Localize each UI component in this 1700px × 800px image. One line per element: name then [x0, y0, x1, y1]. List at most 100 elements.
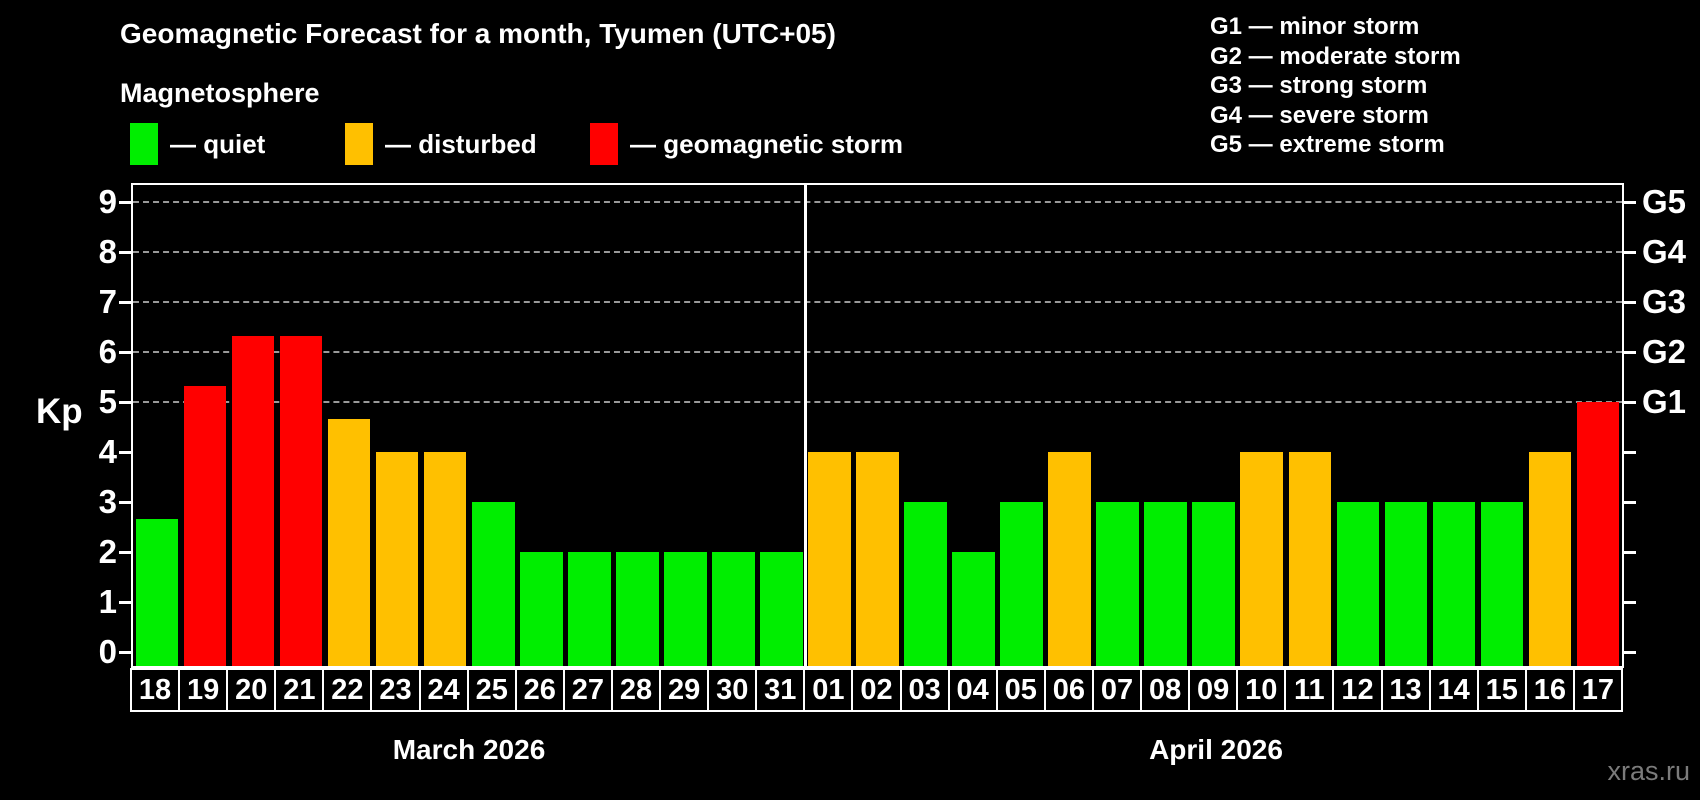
month-label-april: April 2026	[1149, 734, 1283, 765]
quiet-color-swatch	[130, 123, 158, 165]
bar-day-01	[808, 452, 851, 666]
right-tick-kp5	[1624, 401, 1636, 404]
day-label-23: 23	[370, 668, 421, 712]
y-tick-label-4: 4	[98, 433, 117, 470]
left-tick-kp4	[119, 451, 131, 454]
bar-day-18	[135, 518, 179, 666]
storm-scale-g5: G5 — extreme storm	[1210, 131, 1445, 158]
bar-day-03	[904, 502, 947, 666]
plot-area	[131, 183, 1624, 668]
bar-day-16	[1528, 452, 1572, 666]
legend-label-quiet: — quiet	[170, 128, 266, 159]
day-label-06: 06	[1043, 668, 1094, 712]
bar-day-13	[1384, 502, 1428, 666]
day-label-07: 07	[1091, 668, 1143, 712]
watermark: xras.ru	[1607, 756, 1690, 786]
right-axis-label-g5: G5	[1642, 183, 1687, 220]
storm-scale-g3: G3 — strong storm	[1210, 72, 1428, 99]
y-tick-label-0: 0	[98, 633, 117, 670]
day-label-04: 04	[947, 668, 998, 712]
day-label-22: 22	[322, 668, 373, 712]
day-label-11: 11	[1284, 668, 1335, 712]
legend-label-disturbed: — disturbed	[385, 128, 537, 159]
gridline-kp7	[133, 301, 1622, 303]
day-label-25: 25	[466, 668, 517, 712]
left-tick-kp1	[119, 601, 131, 604]
left-tick-kp0	[119, 651, 131, 654]
day-label-15: 15	[1476, 668, 1527, 712]
bar-day-17	[1576, 402, 1620, 666]
right-tick-kp1	[1624, 601, 1636, 604]
bar-day-10	[1240, 452, 1284, 666]
day-label-29: 29	[659, 668, 710, 712]
day-label-19: 19	[178, 668, 229, 712]
left-tick-kp7	[119, 301, 131, 304]
legend-item-quiet: — quiet	[130, 122, 265, 166]
bar-day-12	[1336, 502, 1380, 666]
legend-item-disturbed: — disturbed	[345, 122, 537, 166]
bar-day-20	[231, 335, 275, 666]
bar-day-24	[423, 452, 467, 666]
day-label-03: 03	[899, 668, 950, 712]
bar-day-06	[1048, 452, 1091, 666]
bar-day-14	[1432, 502, 1476, 666]
left-tick-kp2	[119, 551, 131, 554]
bar-day-04	[952, 552, 995, 666]
left-tick-kp9	[119, 201, 131, 204]
gridline-kp8	[133, 251, 1622, 253]
bar-day-05	[1000, 502, 1043, 666]
day-label-01: 01	[803, 668, 854, 712]
storm-scale-g1: G1 — minor storm	[1210, 13, 1420, 40]
gridline-kp5	[133, 401, 1622, 403]
storm-color-swatch	[590, 123, 618, 165]
day-label-20: 20	[226, 668, 277, 712]
left-tick-kp8	[119, 251, 131, 254]
day-label-16: 16	[1524, 668, 1575, 712]
right-tick-kp8	[1624, 251, 1636, 254]
bar-day-07	[1096, 502, 1139, 666]
bar-day-23	[375, 452, 419, 666]
y-tick-label-6: 6	[98, 333, 117, 370]
right-axis-label-g2: G2	[1642, 333, 1687, 370]
day-label-26: 26	[514, 668, 565, 712]
bar-day-19	[183, 385, 227, 666]
storm-scale-g4: G4 — severe storm	[1210, 101, 1429, 129]
bar-day-22	[327, 418, 371, 666]
right-tick-kp6	[1624, 351, 1636, 354]
page-title: Geomagnetic Forecast for a month, Tyumen…	[120, 18, 836, 49]
bar-day-08	[1144, 502, 1187, 666]
bar-day-21	[279, 335, 323, 666]
gridline-kp9	[133, 201, 1622, 203]
day-label-09: 09	[1188, 668, 1239, 712]
bar-day-15	[1480, 502, 1524, 666]
day-label-05: 05	[995, 668, 1046, 712]
day-label-31: 31	[755, 668, 806, 712]
left-tick-kp3	[119, 501, 131, 504]
bar-day-28	[616, 552, 659, 666]
y-tick-label-8: 8	[98, 233, 117, 270]
day-label-02: 02	[851, 668, 902, 712]
day-label-18: 18	[130, 668, 181, 712]
day-label-08: 08	[1140, 668, 1191, 712]
y-tick-label-3: 3	[98, 483, 117, 520]
day-label-14: 14	[1428, 668, 1479, 712]
right-tick-kp4	[1624, 451, 1636, 454]
legend-item-storm: — geomagnetic storm	[590, 122, 903, 166]
storm-scale-g2: G2 — moderate storm	[1210, 42, 1461, 70]
bar-day-25	[471, 502, 515, 666]
y-tick-label-7: 7	[98, 283, 117, 320]
day-label-13: 13	[1380, 668, 1431, 712]
bar-day-29	[664, 552, 707, 666]
bar-day-02	[856, 452, 899, 666]
day-label-30: 30	[707, 668, 758, 712]
bar-day-27	[568, 552, 611, 666]
disturbed-color-swatch	[345, 123, 373, 165]
bar-day-30	[712, 552, 755, 666]
storm-scale-legend: G1 — minor storm G2 — moderate storm G3 …	[1210, 12, 1461, 160]
day-label-28: 28	[610, 668, 662, 712]
right-axis-label-g1: G1	[1642, 383, 1687, 420]
day-label-12: 12	[1332, 668, 1383, 712]
month-divider	[803, 185, 807, 666]
right-tick-kp0	[1624, 651, 1636, 654]
